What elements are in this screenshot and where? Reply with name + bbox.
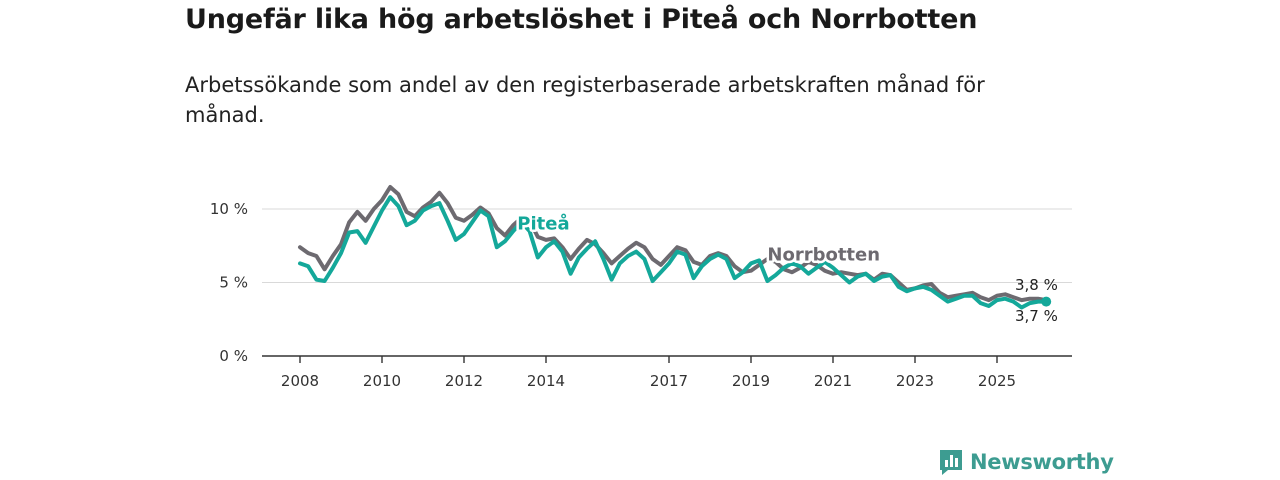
x-tick-label: 2014 <box>527 372 565 390</box>
series-labels: Norrbotten Piteå 3,8 % 3,7 % <box>515 210 1058 325</box>
x-tick-label: 2017 <box>650 372 688 390</box>
series-label-norrbotten: Norrbotten <box>767 244 880 265</box>
x-tick-label: 2008 <box>281 372 319 390</box>
y-tick-label: 10 % <box>210 200 248 218</box>
x-tick-label: 2012 <box>445 372 483 390</box>
chart-subtitle: Arbetssökande som andel av den registerb… <box>185 73 985 127</box>
x-tick-label: 2010 <box>363 372 401 390</box>
series-lines <box>298 185 1052 310</box>
end-value-norrbotten: 3,8 % <box>1015 276 1058 294</box>
series-line-pitea <box>298 195 1049 310</box>
x-tick-label: 2025 <box>978 372 1016 390</box>
x-axis-ticks: 2008 2010 2012 2014 2017 2019 2021 2023 2025 <box>281 356 1016 390</box>
series-line-norrbotten <box>298 185 1049 303</box>
end-value-pitea: 3,7 % <box>1015 307 1058 325</box>
x-tick-label: 2019 <box>732 372 770 390</box>
chart-title: Ungefär lika hög arbetslöshet i Piteå oc… <box>185 4 978 35</box>
y-axis-ticks: 0 % 5 % 10 % <box>210 200 248 365</box>
newsworthy-logo: Newsworthy <box>938 448 1114 476</box>
brand-name: Newsworthy <box>970 450 1114 474</box>
gridlines <box>262 208 1072 357</box>
end-point-marker <box>1041 296 1052 307</box>
x-tick-label: 2023 <box>896 372 934 390</box>
series-label-pitea: Piteå <box>517 213 569 235</box>
x-tick-label: 2021 <box>814 372 852 390</box>
y-tick-label: 0 % <box>219 347 248 365</box>
y-tick-label: 5 % <box>219 274 248 292</box>
bar-chart-icon <box>940 450 962 475</box>
